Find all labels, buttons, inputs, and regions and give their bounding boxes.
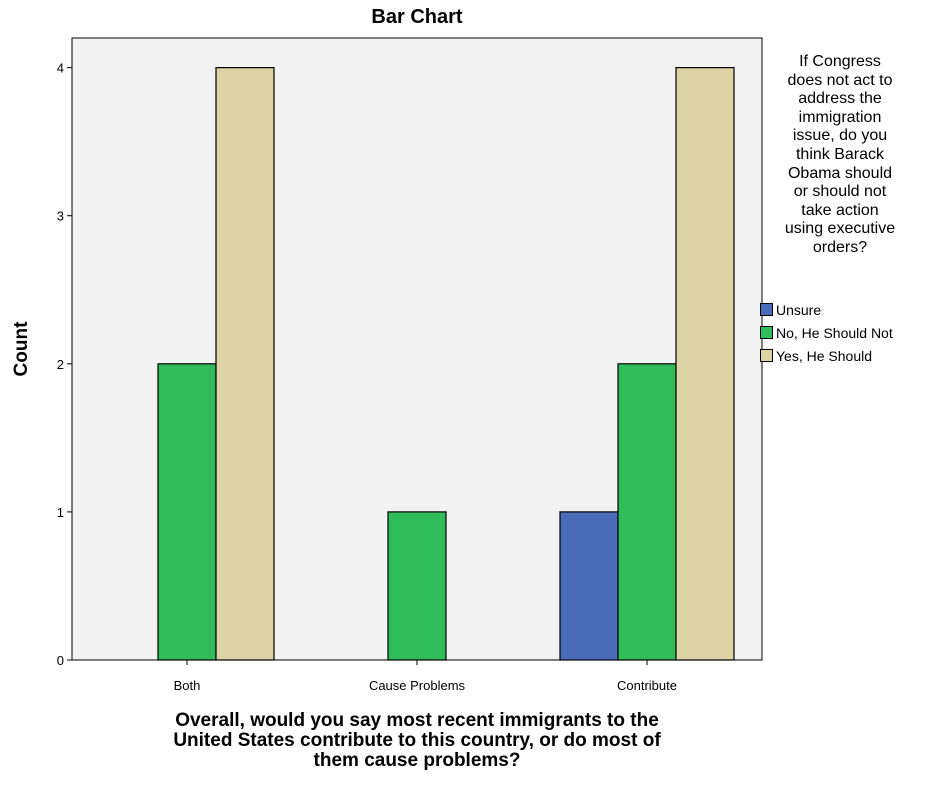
legend-swatch (760, 349, 773, 362)
legend-item: No, He Should Not (760, 321, 893, 344)
legend-swatch (760, 326, 773, 339)
x-tick-label: Both (174, 678, 201, 693)
bars-layer (157, 67, 735, 661)
legend-title: If Congress does not act to address the … (784, 53, 896, 256)
bar-no-he-should-not-both (157, 363, 217, 661)
y-axis-label: Count (11, 321, 32, 377)
legend-item: Unsure (760, 298, 893, 321)
legend: Unsure No, He Should Not Yes, He Should (760, 298, 893, 367)
bar-yes-he-should-both (215, 67, 275, 661)
legend-swatch (760, 303, 773, 316)
bar-no-he-should-not-contribute (617, 363, 677, 661)
legend-label: Yes, He Should (776, 347, 872, 364)
y-tick-label: 2 (57, 357, 64, 372)
x-axis-label: Overall, would you say most recent immig… (173, 710, 661, 771)
bar-no-he-should-not-cause-problems (387, 511, 447, 661)
x-tick-label: Cause Problems (369, 678, 466, 693)
y-tick-label: 4 (57, 61, 64, 76)
legend-label: No, He Should Not (776, 324, 893, 341)
axes-layer: Both Cause Problems Contribute 0 1 2 3 4 (57, 61, 677, 693)
chart-title: Bar Chart (371, 6, 463, 28)
legend-item: Yes, He Should (760, 344, 893, 367)
y-tick-label: 0 (57, 653, 64, 668)
legend-label: Unsure (776, 301, 822, 318)
bar-unsure-contribute (559, 511, 619, 661)
bar-yes-he-should-contribute (675, 67, 735, 661)
x-tick-label: Contribute (617, 678, 677, 693)
y-tick-label: 1 (57, 505, 64, 520)
y-tick-label: 3 (57, 209, 64, 224)
